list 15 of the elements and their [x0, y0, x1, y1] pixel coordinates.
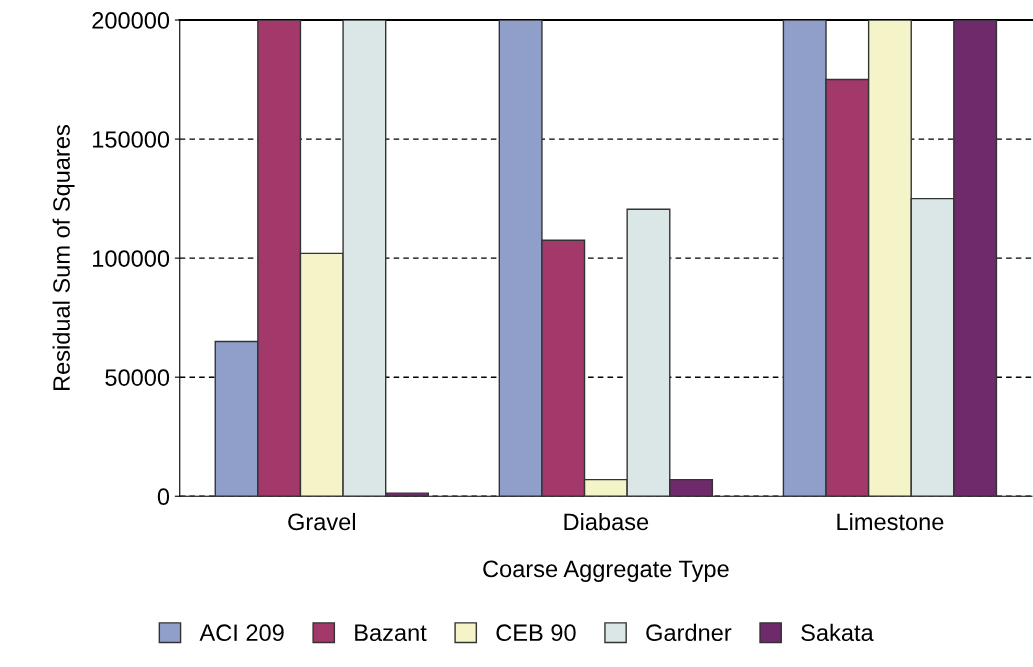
legend-label: ACI 209: [199, 624, 284, 642]
y-axis-title: Residual Sum of Squares: [52, 125, 75, 391]
legend-label: CEB 90: [496, 624, 576, 642]
x-tick-label: Diabase: [564, 512, 649, 531]
legend-label: Sakata: [801, 623, 874, 642]
y-tick-label: 50000: [105, 369, 170, 386]
y-tick-label: 100000: [93, 250, 170, 267]
y-tick-label: 150000: [93, 131, 170, 148]
y-tick-label: 0: [157, 488, 170, 506]
legend-label: Gardner: [646, 623, 732, 642]
x-tick-label: Limestone: [837, 512, 944, 531]
y-tick-label: 200000: [92, 12, 170, 29]
legend-label: Bazant: [355, 624, 427, 642]
x-axis-title: Coarse Aggregate Type: [483, 560, 729, 582]
x-tick-label: Gravel: [288, 512, 355, 531]
